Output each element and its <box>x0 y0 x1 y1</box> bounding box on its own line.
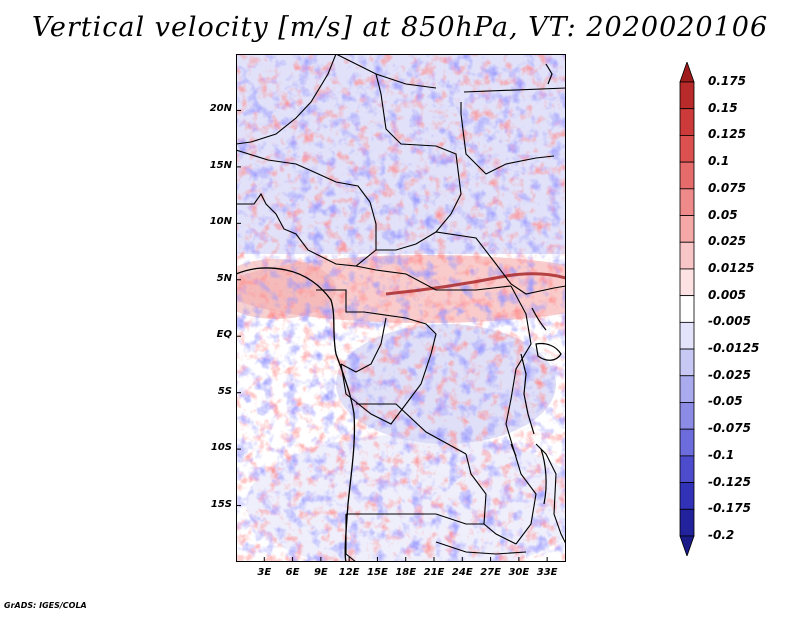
colorbar-label: 0.025 <box>708 234 746 249</box>
colorbar-label: -0.005 <box>708 314 751 329</box>
country-borders <box>236 54 566 562</box>
coastline-atlantic <box>236 267 356 562</box>
lat-tick-label: 5N <box>216 272 232 284</box>
colorbar-box <box>679 482 695 510</box>
lon-tick-label: 27E <box>480 567 501 578</box>
colorbar-box <box>679 188 695 216</box>
lat-tick-label: 5S <box>217 385 232 397</box>
colorbar-label: 0.005 <box>708 287 746 302</box>
colorbar-bottom-triangle <box>679 535 695 556</box>
colorbar-label: 0.175 <box>708 74 746 88</box>
colorbar-box <box>679 135 695 163</box>
colorbar-box <box>679 215 695 243</box>
lon-tick-label: 30E <box>508 567 530 578</box>
colorbar-box <box>679 428 695 457</box>
longitude-ticks <box>263 557 548 562</box>
colorbar-label: -0.05 <box>708 394 743 409</box>
lat-tick-label: EQ <box>216 329 232 341</box>
colorbar-box <box>679 81 695 110</box>
colorbar-box <box>679 402 695 430</box>
colorbar-label: -0.125 <box>708 474 751 489</box>
lon-tick-label: 3E <box>257 567 272 578</box>
lat-tick-label: 10S <box>210 442 232 454</box>
lat-tick-label: 20N <box>209 103 232 115</box>
lon-tick-label: 12E <box>338 567 360 578</box>
lat-tick-label: 15N <box>209 159 232 171</box>
colorbar-label: -0.0125 <box>708 341 760 356</box>
colorbar-box <box>679 348 695 377</box>
colorbar-label: -0.175 <box>708 501 751 516</box>
colorbar-top-triangle <box>679 62 695 83</box>
lon-tick-label: 9E <box>313 567 328 578</box>
colorbar-label: 0.125 <box>708 127 746 142</box>
colorbar <box>679 62 695 556</box>
vertical-velocity-map <box>236 54 566 562</box>
lon-tick-label: 24E <box>451 567 473 578</box>
colorbar-box <box>679 508 695 537</box>
colorbar-label: 0.15 <box>708 100 738 115</box>
noise-field <box>236 54 566 562</box>
colorbar-box <box>679 295 695 323</box>
lakes <box>510 63 562 505</box>
lon-tick-label: 21E <box>423 567 445 578</box>
colorbar-box <box>679 375 695 403</box>
colorbar-box <box>679 161 695 190</box>
lon-tick-label: 15E <box>367 567 388 578</box>
colorbar-box <box>679 321 695 350</box>
colorbar-label: 0.05 <box>708 207 738 222</box>
lon-tick-label: 33E <box>536 567 558 578</box>
colorbar-label: 0.075 <box>708 180 746 195</box>
colorbar-box <box>679 268 695 297</box>
lon-tick-label: 18E <box>395 567 417 578</box>
colorbar-label: 0.1 <box>708 154 730 169</box>
lat-tick-label: 15S <box>210 498 232 510</box>
colorbar-box <box>679 108 695 136</box>
colorbar-label: -0.2 <box>708 528 735 542</box>
colorbar-label: 0.0125 <box>708 260 755 275</box>
lon-tick-label: 6E <box>285 567 300 578</box>
latitude-ticks <box>236 109 241 507</box>
map-frame <box>236 54 566 562</box>
colorbar-label: -0.075 <box>708 421 751 436</box>
colorbar-box <box>679 455 695 483</box>
map-title: Vertical velocity [m/s] at 850hPa, VT: 2… <box>31 12 769 43</box>
colorbar-label: -0.1 <box>708 447 735 462</box>
colorbar-box <box>679 241 695 270</box>
strong-ascent-line <box>385 272 566 296</box>
grads-credit: GrADS: IGES/COLA <box>4 601 87 610</box>
lat-tick-label: 10N <box>209 216 232 228</box>
colorbar-label: -0.025 <box>708 367 751 382</box>
